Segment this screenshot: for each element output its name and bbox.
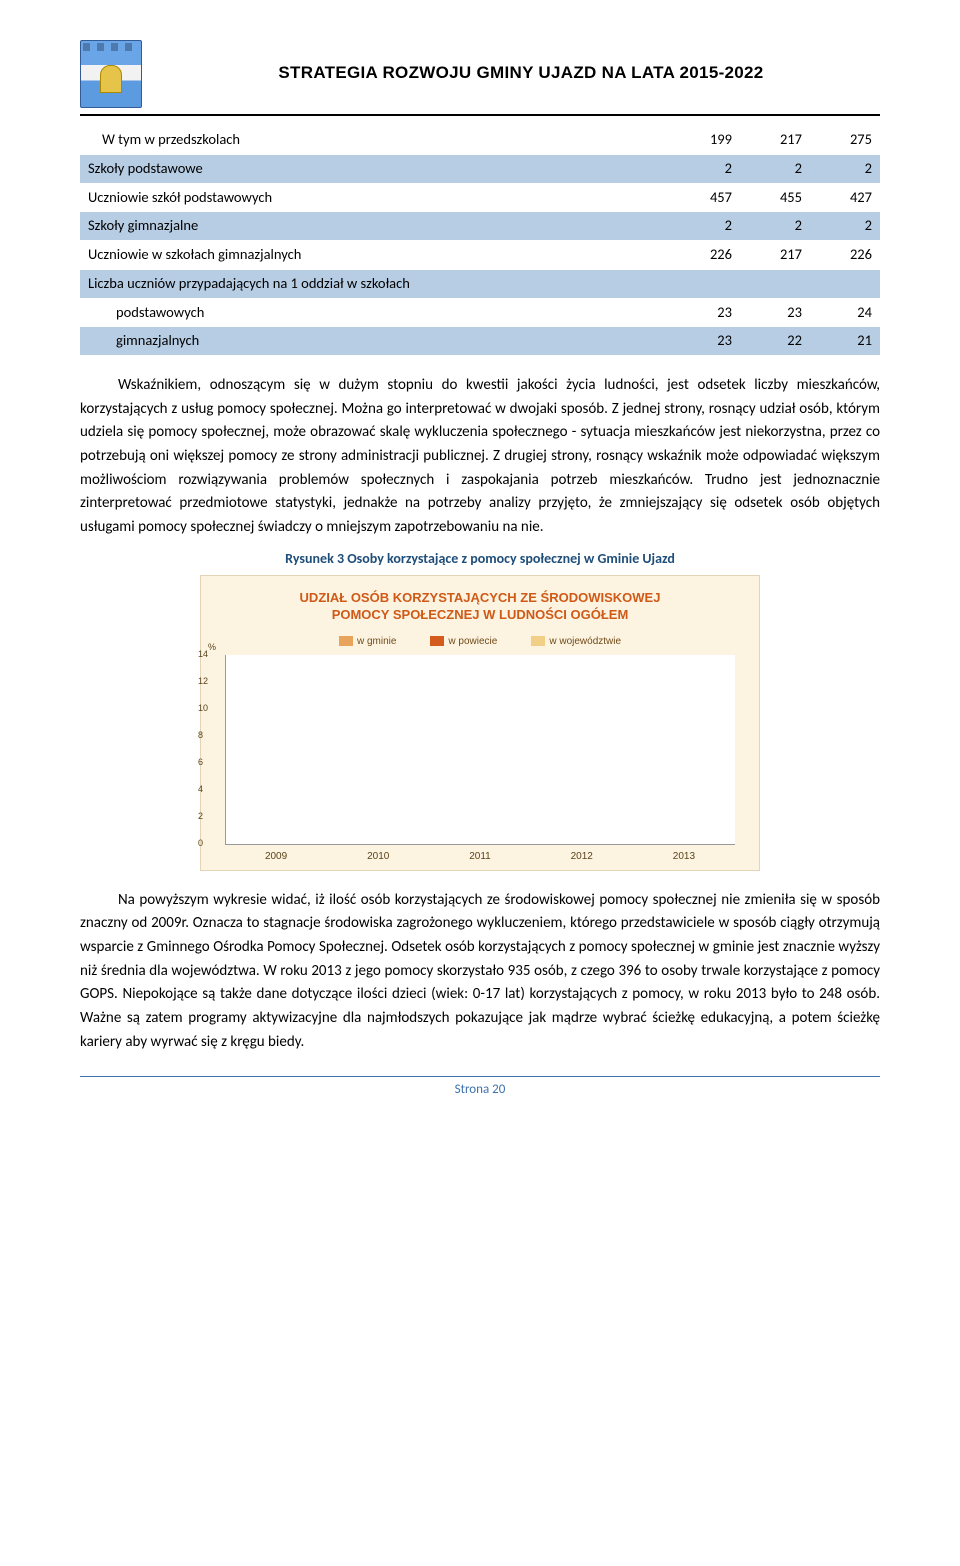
row-value: 2 — [670, 154, 740, 183]
y-tick-label: 10 — [198, 702, 208, 716]
row-value: 275 — [810, 126, 880, 154]
page-footer: Strona 20 — [80, 1076, 880, 1100]
figure-caption: Rysunek 3 Osoby korzystające z pomocy sp… — [80, 548, 880, 569]
x-tick-label: 2010 — [367, 849, 389, 864]
chart-plot: % 02468101214 — [225, 655, 735, 845]
row-value: 217 — [740, 241, 810, 270]
row-value: 199 — [670, 126, 740, 154]
row-value — [740, 269, 810, 298]
table-row: Szkoły gimnazjalne222 — [80, 212, 880, 241]
legend-item: w gminie — [339, 634, 396, 649]
row-label: Uczniowie szkół podstawowych — [80, 183, 670, 212]
y-tick-label: 2 — [198, 810, 203, 824]
x-tick-label: 2009 — [265, 849, 287, 864]
row-value: 457 — [670, 183, 740, 212]
chart-title: UDZIAŁ OSÓB KORZYSTAJĄCYCH ZE ŚRODOWISKO… — [211, 586, 749, 634]
legend-swatch — [531, 636, 545, 646]
row-value — [670, 269, 740, 298]
row-label: Uczniowie w szkołach gimnazjalnych — [80, 241, 670, 270]
y-tick-label: 0 — [198, 837, 203, 851]
page-header: STRATEGIA ROZWOJU GMINY UJAZD NA LATA 20… — [80, 40, 880, 116]
x-tick-label: 2013 — [673, 849, 695, 864]
row-value: 427 — [810, 183, 880, 212]
table-row: Liczba uczniów przypadających na 1 oddzi… — [80, 269, 880, 298]
row-label: W tym w przedszkolach — [80, 126, 670, 154]
row-value: 226 — [670, 241, 740, 270]
row-value: 23 — [670, 327, 740, 356]
y-tick-label: 6 — [198, 756, 203, 770]
table-row: Szkoły podstawowe222 — [80, 154, 880, 183]
legend-swatch — [430, 636, 444, 646]
row-value: 2 — [740, 154, 810, 183]
row-value: 23 — [670, 298, 740, 327]
row-value: 2 — [810, 154, 880, 183]
row-label: gimnazjalnych — [80, 327, 670, 356]
legend-label: w województwie — [549, 634, 621, 649]
row-value — [810, 269, 880, 298]
chart-legend: w gminie w powiecie w województwie — [211, 634, 749, 649]
paragraph-2: Na powyższym wykresie widać, iż ilość os… — [80, 889, 880, 1055]
x-tick-label: 2012 — [571, 849, 593, 864]
y-tick-label: 8 — [198, 729, 203, 743]
y-tick-label: 4 — [198, 783, 203, 797]
row-value: 2 — [810, 212, 880, 241]
row-value: 2 — [670, 212, 740, 241]
y-unit: % — [208, 641, 216, 655]
row-label: Szkoły podstawowe — [80, 154, 670, 183]
row-value: 2 — [740, 212, 810, 241]
legend-item: w województwie — [531, 634, 621, 649]
row-label: podstawowych — [80, 298, 670, 327]
legend-swatch — [339, 636, 353, 646]
document-title: STRATEGIA ROZWOJU GMINY UJAZD NA LATA 20… — [162, 40, 880, 86]
row-value: 217 — [740, 126, 810, 154]
row-label: Szkoły gimnazjalne — [80, 212, 670, 241]
row-value: 24 — [810, 298, 880, 327]
chart-bars — [226, 655, 735, 844]
legend-label: w powiecie — [448, 634, 497, 649]
row-value: 226 — [810, 241, 880, 270]
y-tick-label: 12 — [198, 675, 208, 689]
row-value: 22 — [740, 327, 810, 356]
x-tick-label: 2011 — [469, 849, 491, 864]
table-row: gimnazjalnych232221 — [80, 327, 880, 356]
table-row: Uczniowie szkół podstawowych457455427 — [80, 183, 880, 212]
legend-item: w powiecie — [430, 634, 497, 649]
table-row: Uczniowie w szkołach gimnazjalnych226217… — [80, 241, 880, 270]
table-row: W tym w przedszkolach199217275 — [80, 126, 880, 154]
paragraph-1: Wskaźnikiem, odnoszącym się w dużym stop… — [80, 374, 880, 540]
chart-xlabels: 2009 2010 2011 2012 2013 — [225, 849, 735, 864]
crest-logo — [80, 40, 142, 108]
schools-table: W tym w przedszkolach199217275Szkoły pod… — [80, 126, 880, 356]
chart-container: UDZIAŁ OSÓB KORZYSTAJĄCYCH ZE ŚRODOWISKO… — [200, 575, 760, 871]
row-label: Liczba uczniów przypadających na 1 oddzi… — [80, 269, 670, 298]
row-value: 23 — [740, 298, 810, 327]
row-value: 455 — [740, 183, 810, 212]
legend-label: w gminie — [357, 634, 396, 649]
row-value: 21 — [810, 327, 880, 356]
y-tick-label: 14 — [198, 648, 208, 662]
table-row: podstawowych232324 — [80, 298, 880, 327]
